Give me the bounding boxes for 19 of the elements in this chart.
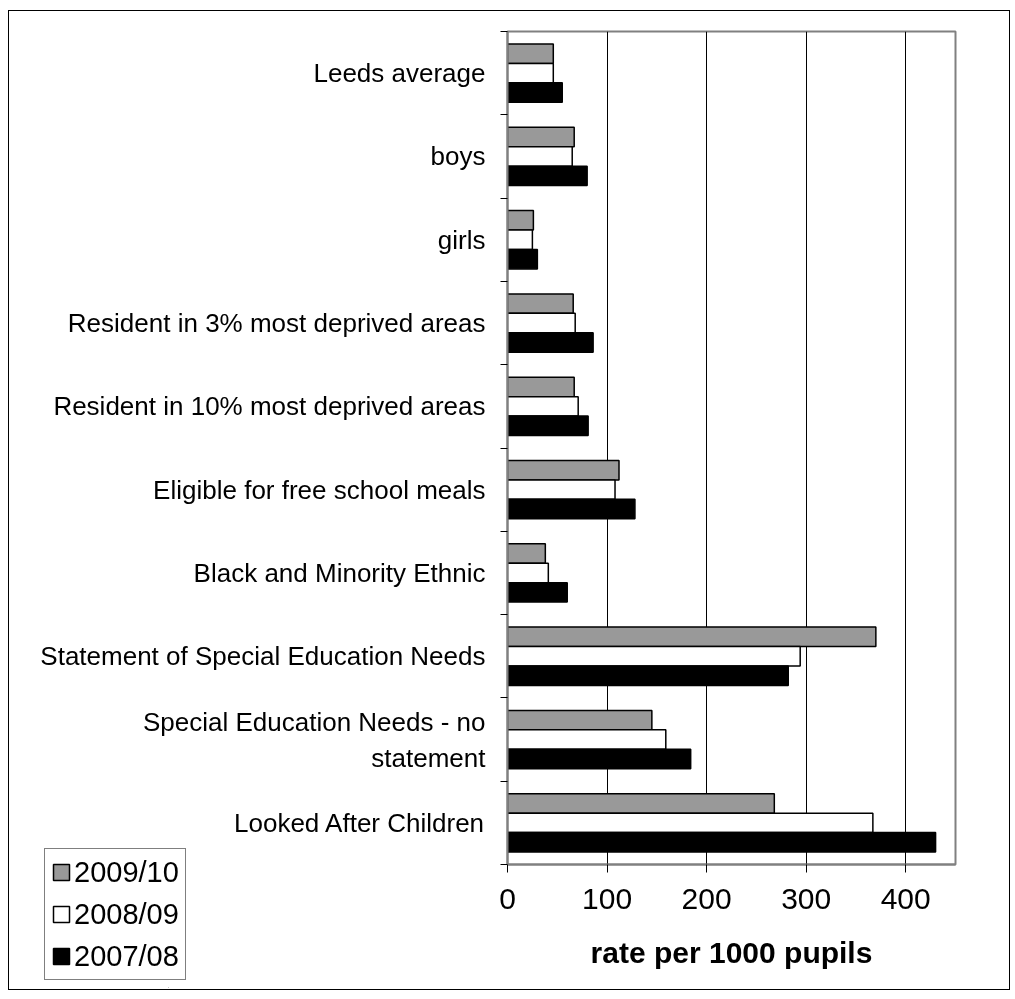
y-tick-label: Looked After Children — [234, 807, 485, 838]
y-tick-label: Special Education Needs - no statement — [142, 706, 487, 773]
x-tick-label: 100 — [582, 881, 633, 915]
legend-label: 2009/10 — [74, 855, 179, 889]
x-tick-label: 300 — [781, 881, 832, 915]
y-tick-label: Black and Minority Ethnic — [193, 557, 486, 588]
legend-label: 2007/08 — [74, 939, 179, 973]
x-axis-title: rate per 1000 pupils — [590, 935, 873, 969]
x-tick-label: 0 — [499, 881, 516, 915]
y-tick-label: Leeds average — [313, 58, 486, 89]
y-tick-label: Resident in 10% most deprived areas — [53, 391, 486, 422]
y-tick-label: Statement of Special Education Needs — [40, 641, 486, 672]
legend-label: 2008/09 — [74, 897, 179, 931]
y-tick-label: girls — [437, 224, 486, 255]
y-tick-label: Eligible for free school meals — [153, 474, 486, 505]
x-tick-label: 400 — [880, 881, 931, 915]
x-tick-label: 200 — [681, 881, 732, 915]
y-tick-label: boys — [430, 141, 486, 172]
y-tick-label: Resident in 3% most deprived areas — [67, 308, 486, 339]
